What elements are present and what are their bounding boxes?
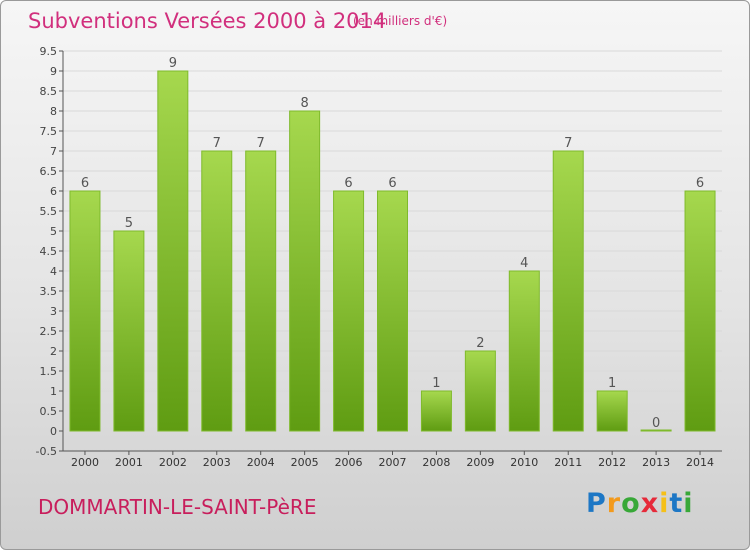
y-tick-label: 2.5 bbox=[40, 325, 58, 338]
bar-2014 bbox=[684, 190, 716, 432]
data-label: 1 bbox=[608, 376, 616, 391]
chart-subtitle: (en milliers d'€) bbox=[353, 14, 448, 28]
y-tick-label: 3 bbox=[50, 305, 57, 318]
bar-2001 bbox=[113, 230, 145, 432]
logo-letter: x bbox=[640, 488, 660, 519]
x-tick-label: 2009 bbox=[466, 456, 494, 469]
data-label: 7 bbox=[564, 136, 572, 151]
y-tick-label: 4.5 bbox=[40, 245, 58, 258]
logo-letter: r bbox=[606, 488, 622, 519]
data-label: 0 bbox=[652, 416, 660, 431]
x-tick-label: 2001 bbox=[115, 456, 143, 469]
y-tick-label: 6 bbox=[50, 185, 57, 198]
commune-name: DOMMARTIN-LE-SAINT-PèRE bbox=[38, 495, 317, 519]
proxiti-logo: Proxiti bbox=[586, 488, 694, 519]
bars bbox=[69, 70, 716, 432]
data-label: 9 bbox=[169, 56, 177, 71]
y-tick-label: 9.5 bbox=[40, 45, 58, 58]
data-label: 4 bbox=[520, 256, 528, 271]
y-tick-label: 5 bbox=[50, 225, 57, 238]
x-tick-label: 2007 bbox=[379, 456, 407, 469]
y-tick-label: 8.5 bbox=[40, 85, 58, 98]
x-tick-label: 2012 bbox=[598, 456, 626, 469]
data-label: 6 bbox=[344, 176, 352, 191]
y-tick-label: -0.5 bbox=[36, 445, 57, 458]
x-tick-label: 2014 bbox=[686, 456, 714, 469]
y-tick-label: 2 bbox=[50, 345, 57, 358]
x-tick-label: 2010 bbox=[510, 456, 538, 469]
data-label: 8 bbox=[300, 96, 308, 111]
data-label: 5 bbox=[125, 216, 133, 231]
bar-2007 bbox=[377, 190, 408, 432]
data-label: 2 bbox=[476, 336, 484, 351]
bar-2002 bbox=[157, 70, 189, 432]
data-label: 6 bbox=[696, 176, 704, 191]
x-tick-label: 2006 bbox=[335, 456, 363, 469]
x-tick-label: 2008 bbox=[422, 456, 450, 469]
y-tick-label: 3.5 bbox=[40, 285, 58, 298]
y-tick-label: 7.5 bbox=[40, 125, 58, 138]
y-tick-label: 6.5 bbox=[40, 165, 58, 178]
y-tick-label: 8 bbox=[50, 105, 57, 118]
bar-2000 bbox=[69, 190, 101, 432]
bar-2009 bbox=[464, 350, 496, 432]
bar-2012 bbox=[596, 390, 628, 432]
y-tick-labels: -0.5 0 0.5 1 1.5 2 2.5 3 3.5 4 4.5 5 5.5 6 6.5 7 7.5 8 8.5… bbox=[36, 45, 57, 458]
logo-letter: o bbox=[621, 488, 641, 519]
x-tick-label: 2011 bbox=[554, 456, 582, 469]
logo-letter: P bbox=[586, 488, 607, 519]
y-tick-label: 4 bbox=[50, 265, 57, 278]
x-tick-label: 2000 bbox=[71, 456, 99, 469]
bar-2005 bbox=[289, 110, 321, 432]
y-tick-label: 5.5 bbox=[40, 205, 58, 218]
y-tick-label: 7 bbox=[50, 145, 57, 158]
data-label: 7 bbox=[213, 136, 221, 151]
bar-2006 bbox=[333, 190, 365, 432]
bar-2013 bbox=[640, 429, 672, 432]
data-label: 1 bbox=[432, 376, 440, 391]
y-tick-label: 1.5 bbox=[40, 365, 58, 378]
bar-2011 bbox=[552, 150, 584, 432]
x-tick-label: 2013 bbox=[642, 456, 670, 469]
x-tick-labels: 2000 2001 2002 2003 2004 2005 2006 2007 2008 2009… bbox=[71, 451, 714, 469]
y-tick-label: 9 bbox=[50, 65, 57, 78]
data-label: 6 bbox=[388, 176, 396, 191]
bar-2003 bbox=[201, 150, 233, 432]
bar-2008 bbox=[420, 390, 452, 432]
chart-title: Subventions Versées 2000 à 2014 bbox=[28, 9, 387, 33]
logo-letter: i bbox=[659, 488, 670, 519]
x-tick-label: 2002 bbox=[159, 456, 187, 469]
x-tick-label: 2003 bbox=[203, 456, 231, 469]
data-label: 7 bbox=[257, 136, 265, 151]
x-tick-label: 2004 bbox=[247, 456, 275, 469]
x-tick-label: 2005 bbox=[291, 456, 319, 469]
logo-letter: i bbox=[683, 488, 694, 519]
y-tick-label: 1 bbox=[50, 385, 57, 398]
bar-2004 bbox=[245, 150, 277, 432]
y-tick-label: 0 bbox=[50, 425, 57, 438]
data-label: 6 bbox=[81, 176, 89, 191]
y-tick-label: 0.5 bbox=[40, 405, 58, 418]
logo-letter: t bbox=[669, 488, 684, 519]
bar-2010 bbox=[508, 270, 540, 432]
